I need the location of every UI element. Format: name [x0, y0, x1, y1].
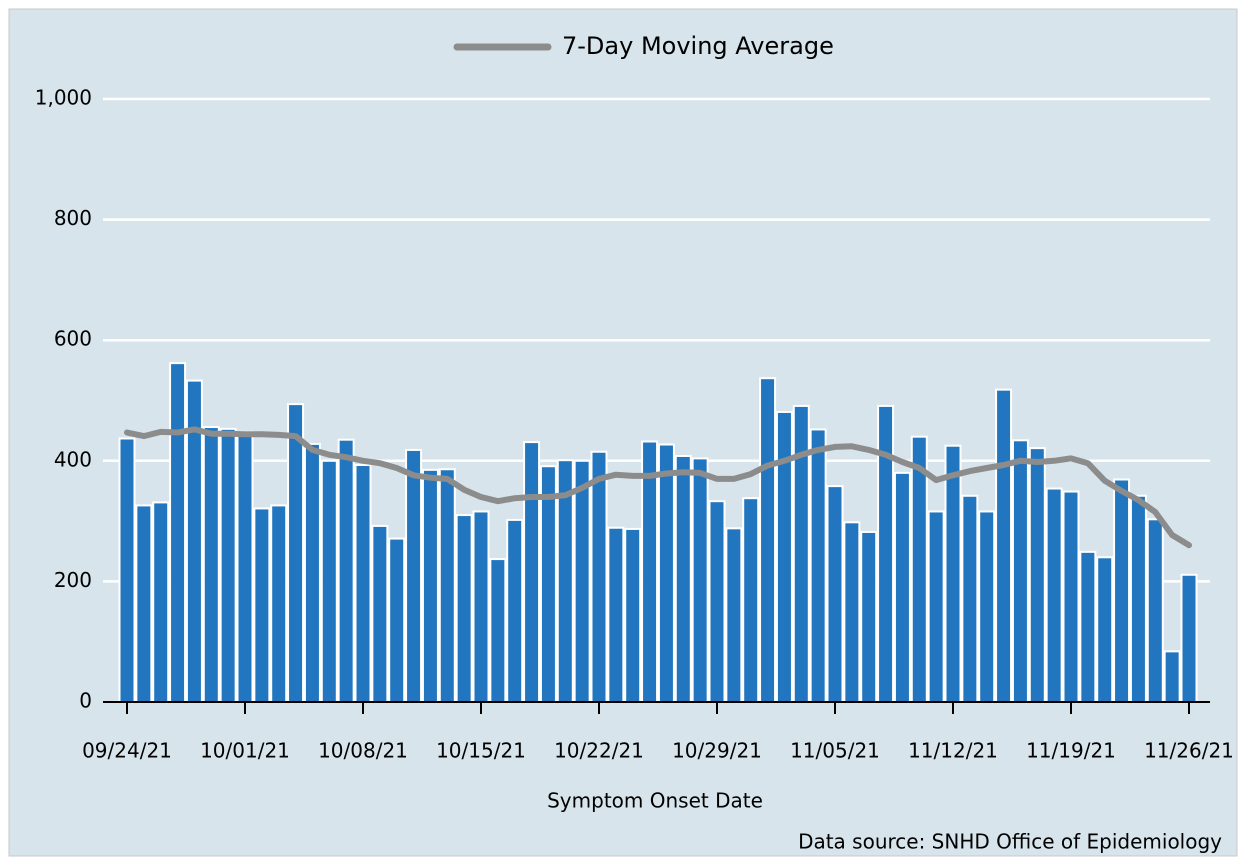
- bar: [910, 435, 928, 703]
- bar: [674, 454, 692, 704]
- bar: [775, 410, 793, 703]
- bar: [270, 504, 288, 703]
- bar: [236, 430, 254, 703]
- bar: [388, 537, 406, 703]
- bar: [287, 403, 305, 703]
- x-tick-label: 11/26/21: [1144, 739, 1234, 763]
- y-tick-label: 800: [54, 206, 92, 230]
- y-tick-label: 200: [54, 568, 92, 592]
- bar: [607, 526, 625, 703]
- bar: [371, 524, 389, 704]
- bar: [489, 558, 507, 703]
- bar: [978, 510, 996, 703]
- bar: [809, 428, 827, 703]
- bar: [303, 442, 321, 703]
- bar: [590, 450, 608, 703]
- bar: [118, 437, 136, 703]
- y-tick-label: 400: [54, 447, 92, 471]
- bar: [624, 527, 642, 704]
- x-tick-label: 10/29/21: [672, 739, 762, 763]
- bar: [927, 510, 945, 703]
- bar: [944, 444, 962, 703]
- bar: [1163, 650, 1181, 704]
- bar: [1113, 478, 1131, 704]
- x-tick-label: 10/22/21: [554, 739, 644, 763]
- bar: [725, 527, 743, 703]
- bar: [337, 438, 355, 703]
- bar: [826, 485, 844, 703]
- bar: [893, 471, 911, 703]
- bar: [691, 457, 709, 703]
- bar: [405, 448, 423, 704]
- bar: [472, 510, 490, 703]
- bar: [152, 501, 170, 704]
- bar: [219, 427, 237, 703]
- x-tick-label: 11/19/21: [1026, 739, 1116, 763]
- bar: [1028, 447, 1046, 703]
- x-tick-label: 09/24/21: [82, 739, 172, 763]
- bar: [573, 459, 591, 703]
- bar: [1180, 573, 1198, 704]
- bar: [1062, 490, 1080, 704]
- x-tick-label: 10/08/21: [318, 739, 408, 763]
- bar: [1129, 494, 1147, 703]
- bar: [843, 521, 861, 704]
- bar: [961, 494, 979, 703]
- bar: [202, 426, 220, 703]
- y-tick-label: 1,000: [35, 86, 92, 110]
- bar: [169, 362, 187, 703]
- bar: [1011, 439, 1029, 703]
- bar: [995, 388, 1013, 703]
- legend-label: 7-Day Moving Average: [562, 32, 834, 60]
- bar: [438, 468, 456, 703]
- x-tick-label: 10/15/21: [436, 739, 526, 763]
- bar: [1079, 550, 1097, 704]
- y-tick-label: 600: [54, 327, 92, 351]
- bar: [455, 514, 473, 703]
- bar: [539, 465, 557, 703]
- bar: [1045, 487, 1063, 703]
- bar: [354, 464, 372, 703]
- x-tick-label: 11/05/21: [790, 739, 880, 763]
- bar: [860, 530, 878, 703]
- x-tick-label: 11/12/21: [908, 739, 998, 763]
- bar: [1146, 518, 1164, 704]
- bar: [759, 377, 777, 703]
- bar: [1096, 556, 1114, 704]
- x-axis-title: Symptom Onset Date: [547, 789, 763, 813]
- moving-average-line: [124, 426, 1192, 549]
- bar: [523, 441, 541, 703]
- bar: [708, 500, 726, 703]
- bar: [135, 504, 153, 703]
- bar: [421, 468, 439, 703]
- bar: [657, 443, 675, 703]
- bar: [742, 497, 760, 703]
- y-tick-label: 0: [79, 689, 92, 713]
- bar: [506, 518, 524, 703]
- x-tick-label: 10/01/21: [200, 739, 290, 763]
- bar: [641, 440, 659, 703]
- bar: [253, 507, 271, 704]
- bar: [320, 459, 338, 703]
- source-note: Data source: SNHD Office of Epidemiology: [798, 830, 1222, 854]
